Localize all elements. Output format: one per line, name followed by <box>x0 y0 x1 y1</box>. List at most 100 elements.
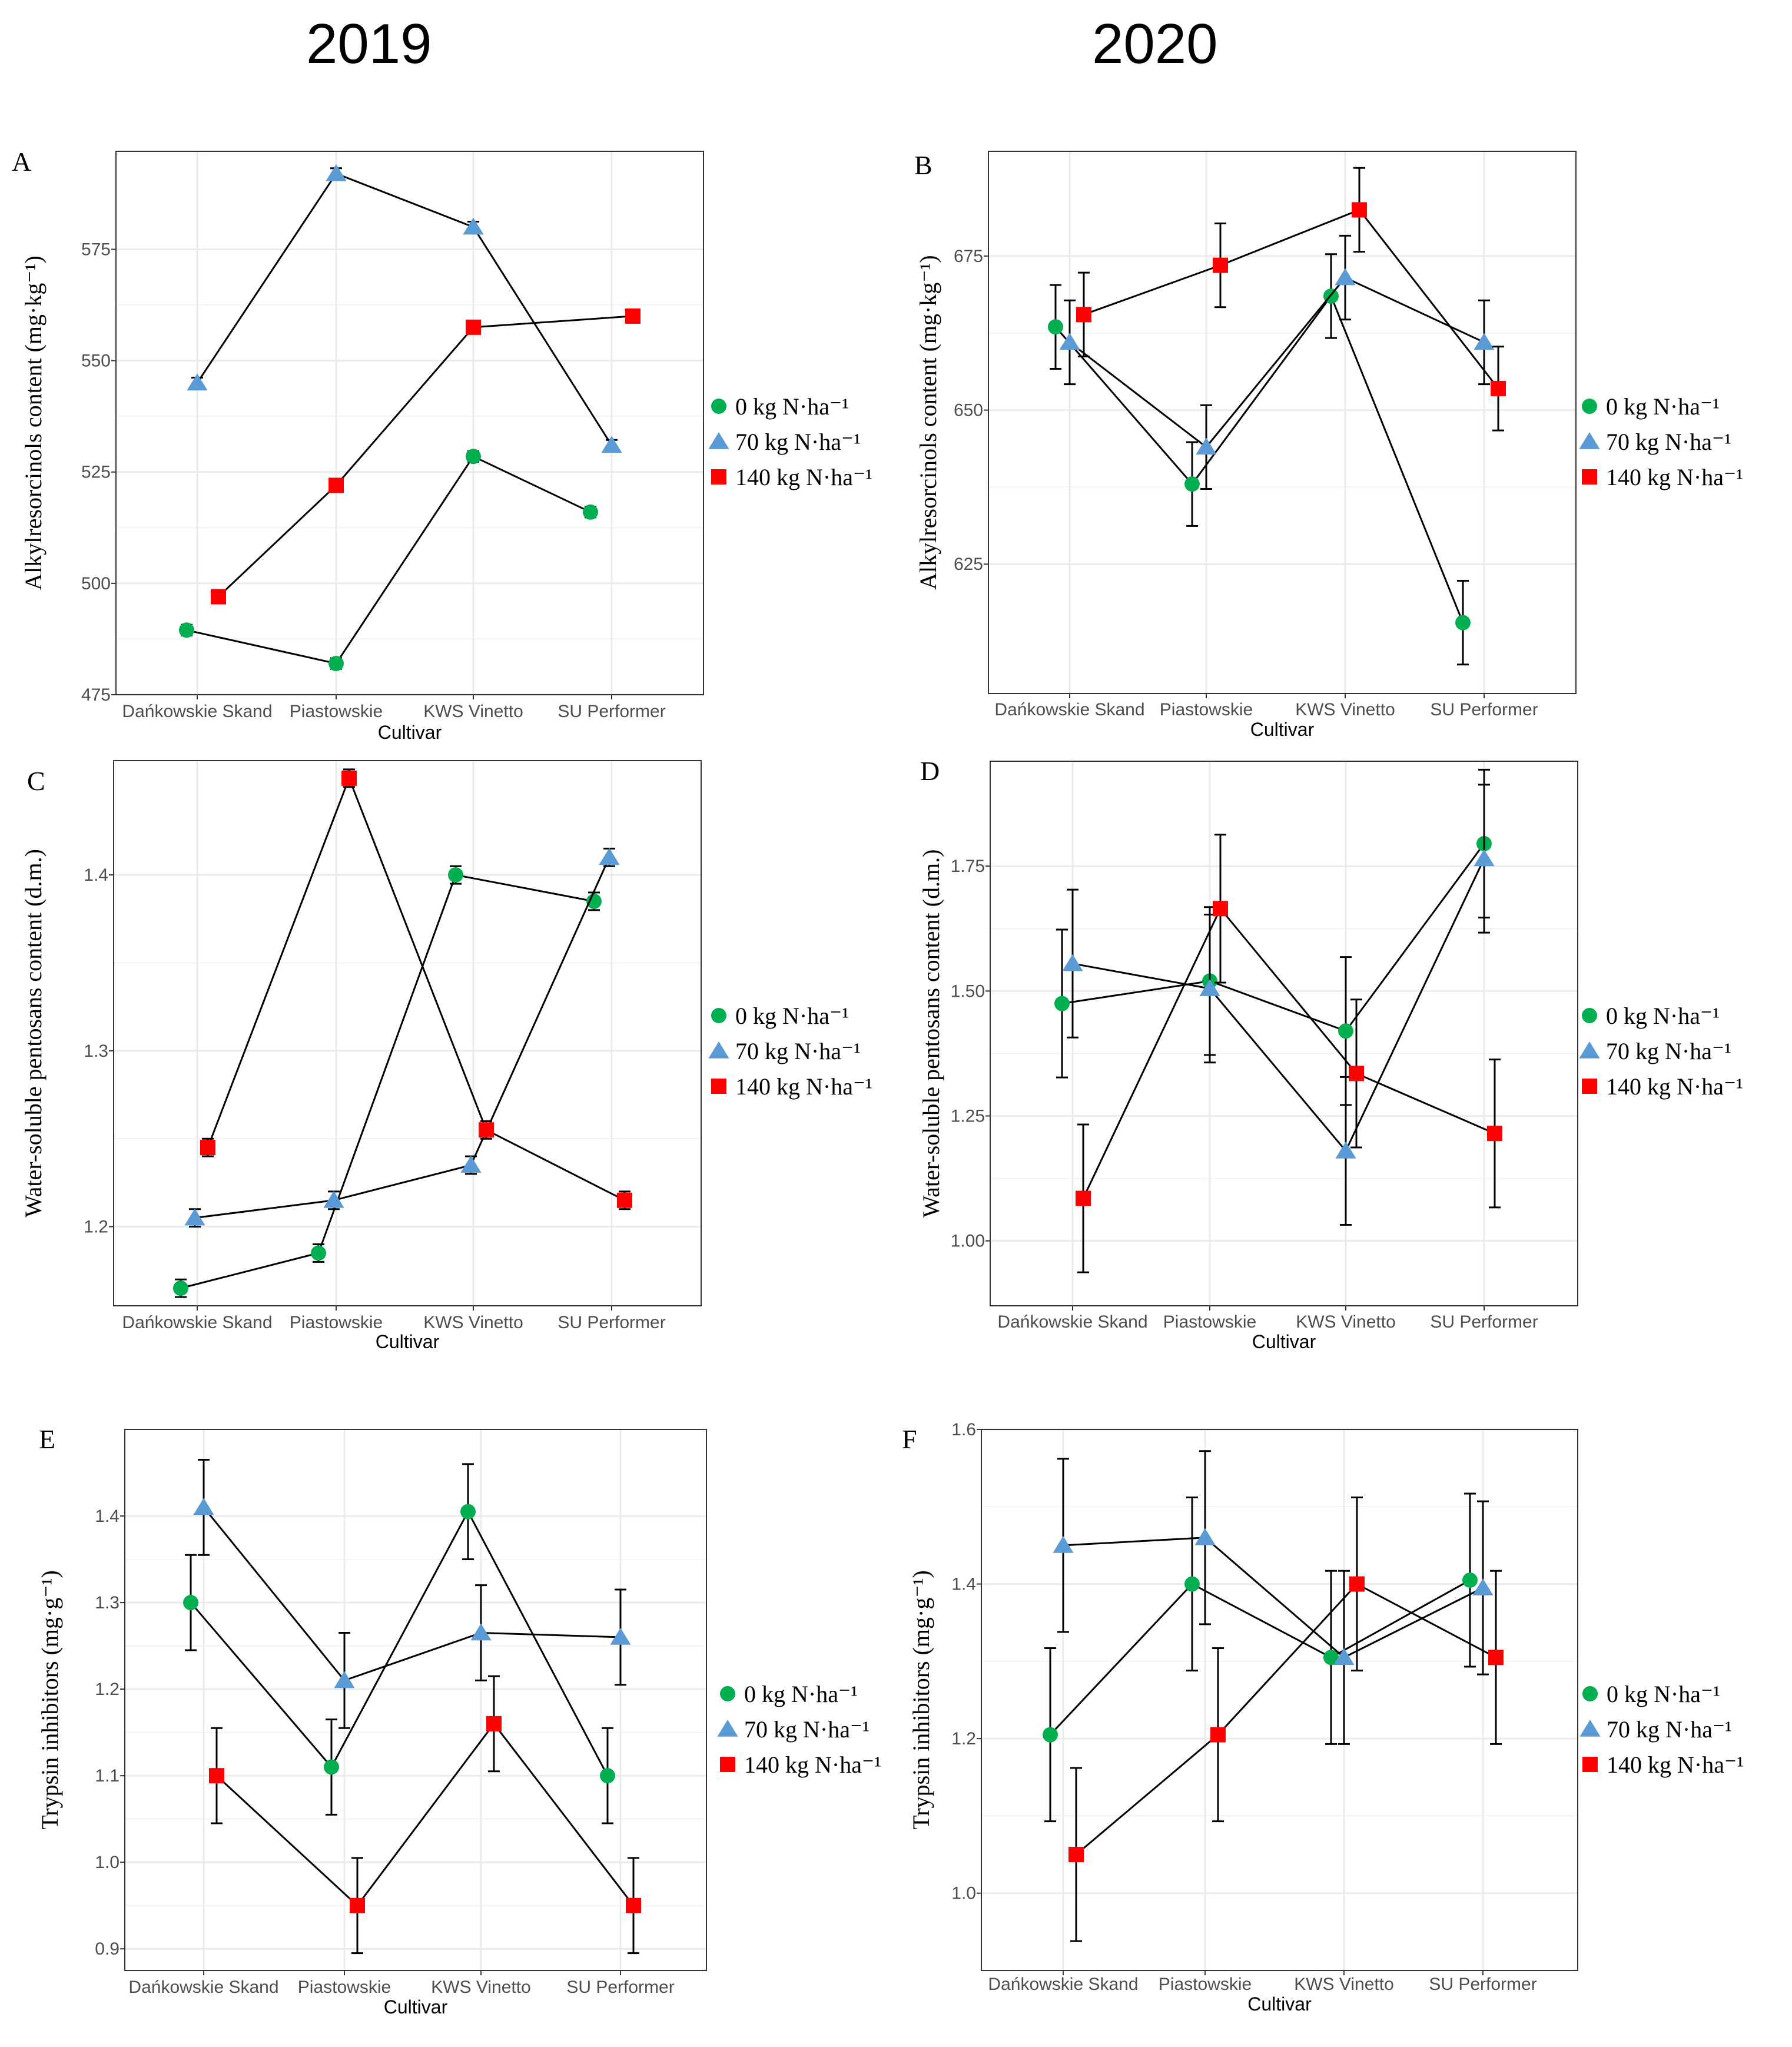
year-heading-2020: 2020 <box>1092 12 1218 75</box>
data-point-n140 <box>1352 202 1367 218</box>
data-point-n140 <box>617 1192 632 1208</box>
legend-key-n140 <box>720 1757 735 1772</box>
data-point-n140 <box>1487 1126 1502 1142</box>
data-point-n70 <box>1335 268 1356 286</box>
data-point-n0 <box>1338 1023 1353 1039</box>
data-point-n140 <box>200 1140 215 1156</box>
plot-frame <box>988 151 1577 694</box>
legend-label-n70: 70 kg N·ha⁻¹ <box>1606 429 1731 455</box>
data-point-n140 <box>1210 1727 1226 1743</box>
data-point-n70 <box>326 164 347 181</box>
y-tick-label: 1.4 <box>95 1507 120 1526</box>
data-point-n70 <box>460 1156 482 1173</box>
data-point-n0 <box>1184 1576 1200 1592</box>
x-axis-title: Cultivar <box>1247 1993 1312 2015</box>
y-tick-label: 1.2 <box>951 1729 976 1749</box>
legend: 0 kg N·ha⁻¹ 70 kg N·ha⁻¹ 140 kg N·ha⁻¹ <box>717 1681 881 1778</box>
legend: 0 kg N·ha⁻¹ 70 kg N·ha⁻¹ 140 kg N·ha⁻¹ <box>708 1003 872 1100</box>
x-tick-label: KWS Vinetto <box>1295 700 1395 719</box>
data-point-n0 <box>173 1280 188 1296</box>
x-tick-label: Dańkowskie Skand <box>122 1313 272 1332</box>
legend-key-n140 <box>1582 1079 1597 1094</box>
plot-background <box>125 1429 706 1970</box>
y-axis-title: Trypsin inhibitors (mg·g⁻¹) <box>36 1570 63 1830</box>
y-tick-label: 550 <box>81 351 111 371</box>
data-point-n70 <box>610 1627 631 1645</box>
plot-frame <box>115 151 704 695</box>
data-point-n0 <box>324 1759 339 1775</box>
year-heading-2019: 2019 <box>306 12 432 75</box>
y-axis-title: Water-soluble pentosans content (d.m.) <box>918 850 944 1218</box>
x-axis-title: Cultivar <box>376 1331 440 1352</box>
data-point-n0 <box>466 449 481 465</box>
data-point-n70 <box>463 217 484 235</box>
legend-label-n70: 70 kg N·ha⁻¹ <box>735 429 861 455</box>
data-point-n140 <box>1076 307 1091 323</box>
x-axis-title: Cultivar <box>1252 1331 1316 1352</box>
legend-key-n140 <box>711 1079 726 1094</box>
panel-c: 1.2 1.3 1.4 Dańkowskie Skand Piastowskie KWS … <box>20 760 872 1352</box>
legend-key-n0 <box>720 1686 735 1701</box>
y-tick-label: 1.1 <box>95 1766 120 1786</box>
panel-f: 1.0 1.2 1.4 1.6 Dańkowskie Skand Piastowskie K… <box>902 1420 1744 2015</box>
legend-label-n70: 70 kg N·ha⁻¹ <box>1607 1716 1732 1743</box>
series-line-n140 <box>215 1722 635 1907</box>
series-line-n140 <box>207 775 625 1202</box>
legend-key-n70 <box>1579 1041 1600 1059</box>
series-line-n0 <box>180 874 595 1289</box>
data-point-n0 <box>448 867 463 883</box>
data-point-n70 <box>1059 333 1080 350</box>
series-line-n70 <box>196 172 613 446</box>
y-tick-label: 1.0 <box>951 1884 976 1903</box>
x-tick-label: Dańkowskie Skand <box>988 1975 1138 1994</box>
legend: 0 kg N·ha⁻¹ 70 kg N·ha⁻¹ 140 kg N·ha⁻¹ <box>1579 1003 1743 1100</box>
data-point-n140 <box>479 1122 494 1138</box>
data-point-n0 <box>179 622 194 638</box>
y-tick-label: 1.2 <box>95 1680 120 1699</box>
panel-letter: B <box>914 150 932 180</box>
panel-letter: A <box>12 147 31 177</box>
series-line-n0 <box>1049 1579 1471 1736</box>
data-point-n140 <box>625 308 641 324</box>
y-tick-label: 1.75 <box>951 857 985 876</box>
data-point-n70 <box>1196 437 1217 455</box>
x-axis-title: Cultivar <box>384 1996 448 2018</box>
panel-letter: C <box>27 766 45 796</box>
x-tick-label: SU Performer <box>1430 700 1538 719</box>
y-tick-label: 1.50 <box>951 981 985 1001</box>
data-point-n140 <box>341 770 357 786</box>
data-point-n140 <box>466 319 481 335</box>
legend-label-n140: 140 kg N·ha⁻¹ <box>735 464 872 490</box>
series-line-n70 <box>1063 1537 1484 1659</box>
y-tick-label: 525 <box>81 463 111 482</box>
data-point-n140 <box>328 477 344 493</box>
legend: 0 kg N·ha⁻¹ 70 kg N·ha⁻¹ 140 kg N·ha⁻¹ <box>1579 1681 1744 1778</box>
series-line-n0 <box>190 1509 609 1776</box>
series-line-n140 <box>1076 1582 1496 1856</box>
x-tick-label: Dańkowskie Skand <box>122 702 272 721</box>
panel-a: 475 500 525 550 575 Dańkowskie Skand Piastowsk… <box>12 147 872 743</box>
panel-letter: F <box>902 1424 917 1454</box>
x-tick-label: SU Performer <box>1429 1975 1537 1994</box>
legend-key-n0 <box>1582 399 1597 414</box>
data-point-n70 <box>184 1208 205 1226</box>
y-tick-label: 1.3 <box>95 1593 120 1613</box>
y-axis-title: Alkylresorcinols content (mg·kg⁻¹) <box>20 256 47 590</box>
data-point-n140 <box>1213 257 1228 273</box>
y-tick-label: 675 <box>954 247 983 266</box>
data-point-n140 <box>1068 1847 1084 1863</box>
legend-key-n0 <box>711 1008 726 1023</box>
x-tick-label: SU Performer <box>566 1978 674 1997</box>
y-axis-title: Trypsin inhibitors (mg·g⁻¹) <box>908 1570 934 1830</box>
series-line-n70 <box>1069 276 1485 449</box>
y-tick-label: 475 <box>81 685 111 705</box>
series-line-n70 <box>194 857 610 1219</box>
data-point-n0 <box>1054 996 1070 1011</box>
y-tick-label: 625 <box>954 555 983 574</box>
legend-label-n70: 70 kg N·ha⁻¹ <box>1606 1038 1731 1064</box>
legend-key-n0 <box>1582 1008 1597 1023</box>
data-point-n70 <box>1335 1141 1356 1159</box>
x-tick-label: Piastowskie <box>1163 1312 1256 1332</box>
x-tick-label: Piastowskie <box>290 1313 383 1332</box>
legend-key-n140 <box>1582 1757 1598 1772</box>
